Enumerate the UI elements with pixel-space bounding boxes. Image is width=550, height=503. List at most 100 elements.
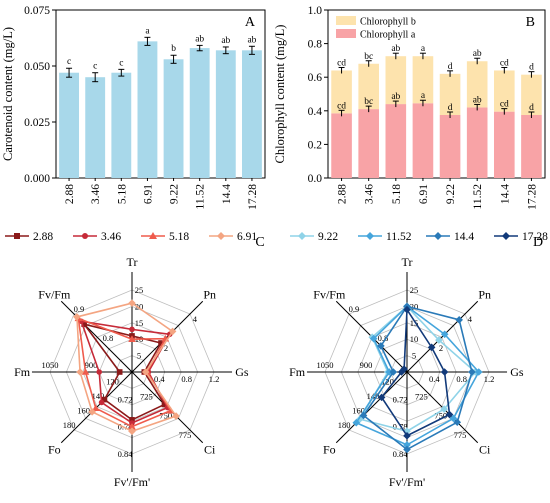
radar-tick-label: 900 [360, 360, 373, 370]
radar-tick-label: 0.78 [393, 422, 408, 432]
series-marker [352, 418, 361, 427]
radar-axis-spoke [406, 300, 479, 373]
significance-letter: a [145, 26, 150, 36]
series-marker [88, 408, 96, 416]
series-marker [81, 368, 90, 375]
series-marker [116, 369, 123, 375]
radar-tick-label: 1.2 [484, 374, 495, 384]
x-tick-label: 14.4 [221, 184, 233, 204]
series-marker [172, 412, 180, 420]
series-marker [403, 441, 411, 449]
significance-letter: d [448, 62, 453, 72]
bar-chlorophyll-a [466, 107, 488, 178]
series-marker [397, 368, 406, 376]
radar-axis-name: Tr [127, 255, 138, 269]
radar-tick-label: 25 [410, 285, 419, 295]
radar-tick-label: 25 [135, 285, 144, 295]
bar [85, 77, 106, 178]
series-marker [502, 232, 510, 240]
radar-tick-label: 20 [135, 301, 144, 311]
bar-chlorophyll-a [439, 115, 461, 178]
significance-letter: c [93, 62, 97, 72]
radar-tick-label: 0.4 [154, 374, 165, 384]
bar [163, 59, 184, 178]
significance-letter: b [171, 44, 176, 54]
series-marker [455, 316, 463, 324]
series-marker [440, 330, 449, 339]
series-marker [403, 431, 411, 440]
series-marker [128, 335, 136, 342]
radar-tick-label: 2 [439, 343, 443, 353]
bar-chlorophyll-a [331, 113, 352, 178]
x-tick-label: 3.46 [364, 184, 376, 204]
x-tick-label: 17.28 [526, 184, 538, 210]
series-marker [141, 368, 150, 376]
radar-tick-label: 775 [454, 430, 467, 440]
radar-tick-label: 0.9 [349, 304, 360, 314]
y-tick-label: 0.075 [24, 5, 50, 17]
radar-axis-name: Fm [289, 365, 306, 379]
radar-tick-label: 20 [410, 301, 419, 311]
panel-d-legend: 9.22 11.52 14.4 17.28 [290, 231, 548, 243]
significance-letter: ab [473, 49, 482, 59]
series-marker [434, 232, 442, 240]
series-marker [474, 368, 483, 376]
x-tick-label: 11.52 [195, 184, 207, 210]
significance-letter: bc [364, 52, 373, 62]
y-tick-label: 0.6 [308, 72, 323, 84]
y-tick-label: 0.2 [308, 139, 323, 151]
series-marker [298, 232, 306, 240]
radar-tick-label: 180 [338, 420, 351, 430]
significance-letter: cd [337, 101, 346, 111]
radar-axis-name: Fo [48, 443, 61, 457]
x-tick-label: 2.88 [64, 184, 76, 204]
x-tick-label: 6.91 [418, 184, 430, 204]
panel-d-radar-chart: 5 10 15 20 25 2 4 0.4 0.8 1.2 725 750 775 0.72 0.78 0.8… [289, 235, 543, 489]
significance-letter: cd [500, 100, 509, 110]
x-tick-label: 9.22 [169, 184, 181, 204]
series-marker [161, 401, 168, 408]
bar-chlorophyll-b [439, 73, 461, 115]
series-marker [403, 445, 411, 454]
bar-chlorophyll-a [494, 111, 515, 178]
bar [111, 72, 132, 178]
bar [137, 41, 158, 178]
x-tick-label: 5.18 [391, 184, 403, 204]
series-marker [98, 399, 105, 406]
radar-axis-name: Tr [402, 255, 413, 269]
bar-chlorophyll-b [494, 70, 515, 112]
series-marker [377, 393, 386, 402]
significance-letter: a [421, 44, 426, 54]
bar-chlorophyll-a [412, 103, 434, 178]
radar-tick-label: 5 [137, 351, 141, 361]
series-marker [73, 313, 81, 321]
series-marker [403, 305, 411, 314]
radar-tick-label: 180 [63, 420, 76, 430]
radar-tick-label: 900 [85, 360, 98, 370]
radar-tick-label: 725 [140, 391, 153, 401]
series-marker [366, 232, 374, 240]
x-tick-label: 6.91 [142, 184, 154, 204]
significance-letter: cd [500, 58, 509, 68]
radar-axis-spoke [131, 300, 204, 373]
series-marker [369, 334, 378, 343]
radar-axis-spoke [335, 371, 408, 444]
series-marker [453, 418, 462, 427]
radar-axis-name: Gs [510, 365, 524, 379]
series-marker [128, 422, 136, 430]
series-marker [129, 417, 135, 423]
x-tick-label: 11.52 [472, 184, 484, 210]
y-tick-label: 0.0 [308, 173, 323, 185]
significance-letter: ab [391, 44, 400, 54]
legend-label: 6.91 [237, 231, 257, 243]
radar-tick-label: 0.84 [393, 449, 409, 459]
radar-tick-label: 0.9 [74, 304, 85, 314]
radar-tick-label: 1.2 [209, 374, 220, 384]
radar-tick-label: 120 [106, 377, 119, 387]
radar-axis-name: Fv'/Fm' [389, 475, 425, 489]
legend-label: 9.22 [318, 231, 338, 243]
y-tick-label: 0.025 [24, 117, 50, 129]
radar-tick-label: 725 [415, 391, 428, 401]
panel-letter: C [255, 235, 264, 250]
radar-tick-label: 4 [468, 314, 473, 324]
